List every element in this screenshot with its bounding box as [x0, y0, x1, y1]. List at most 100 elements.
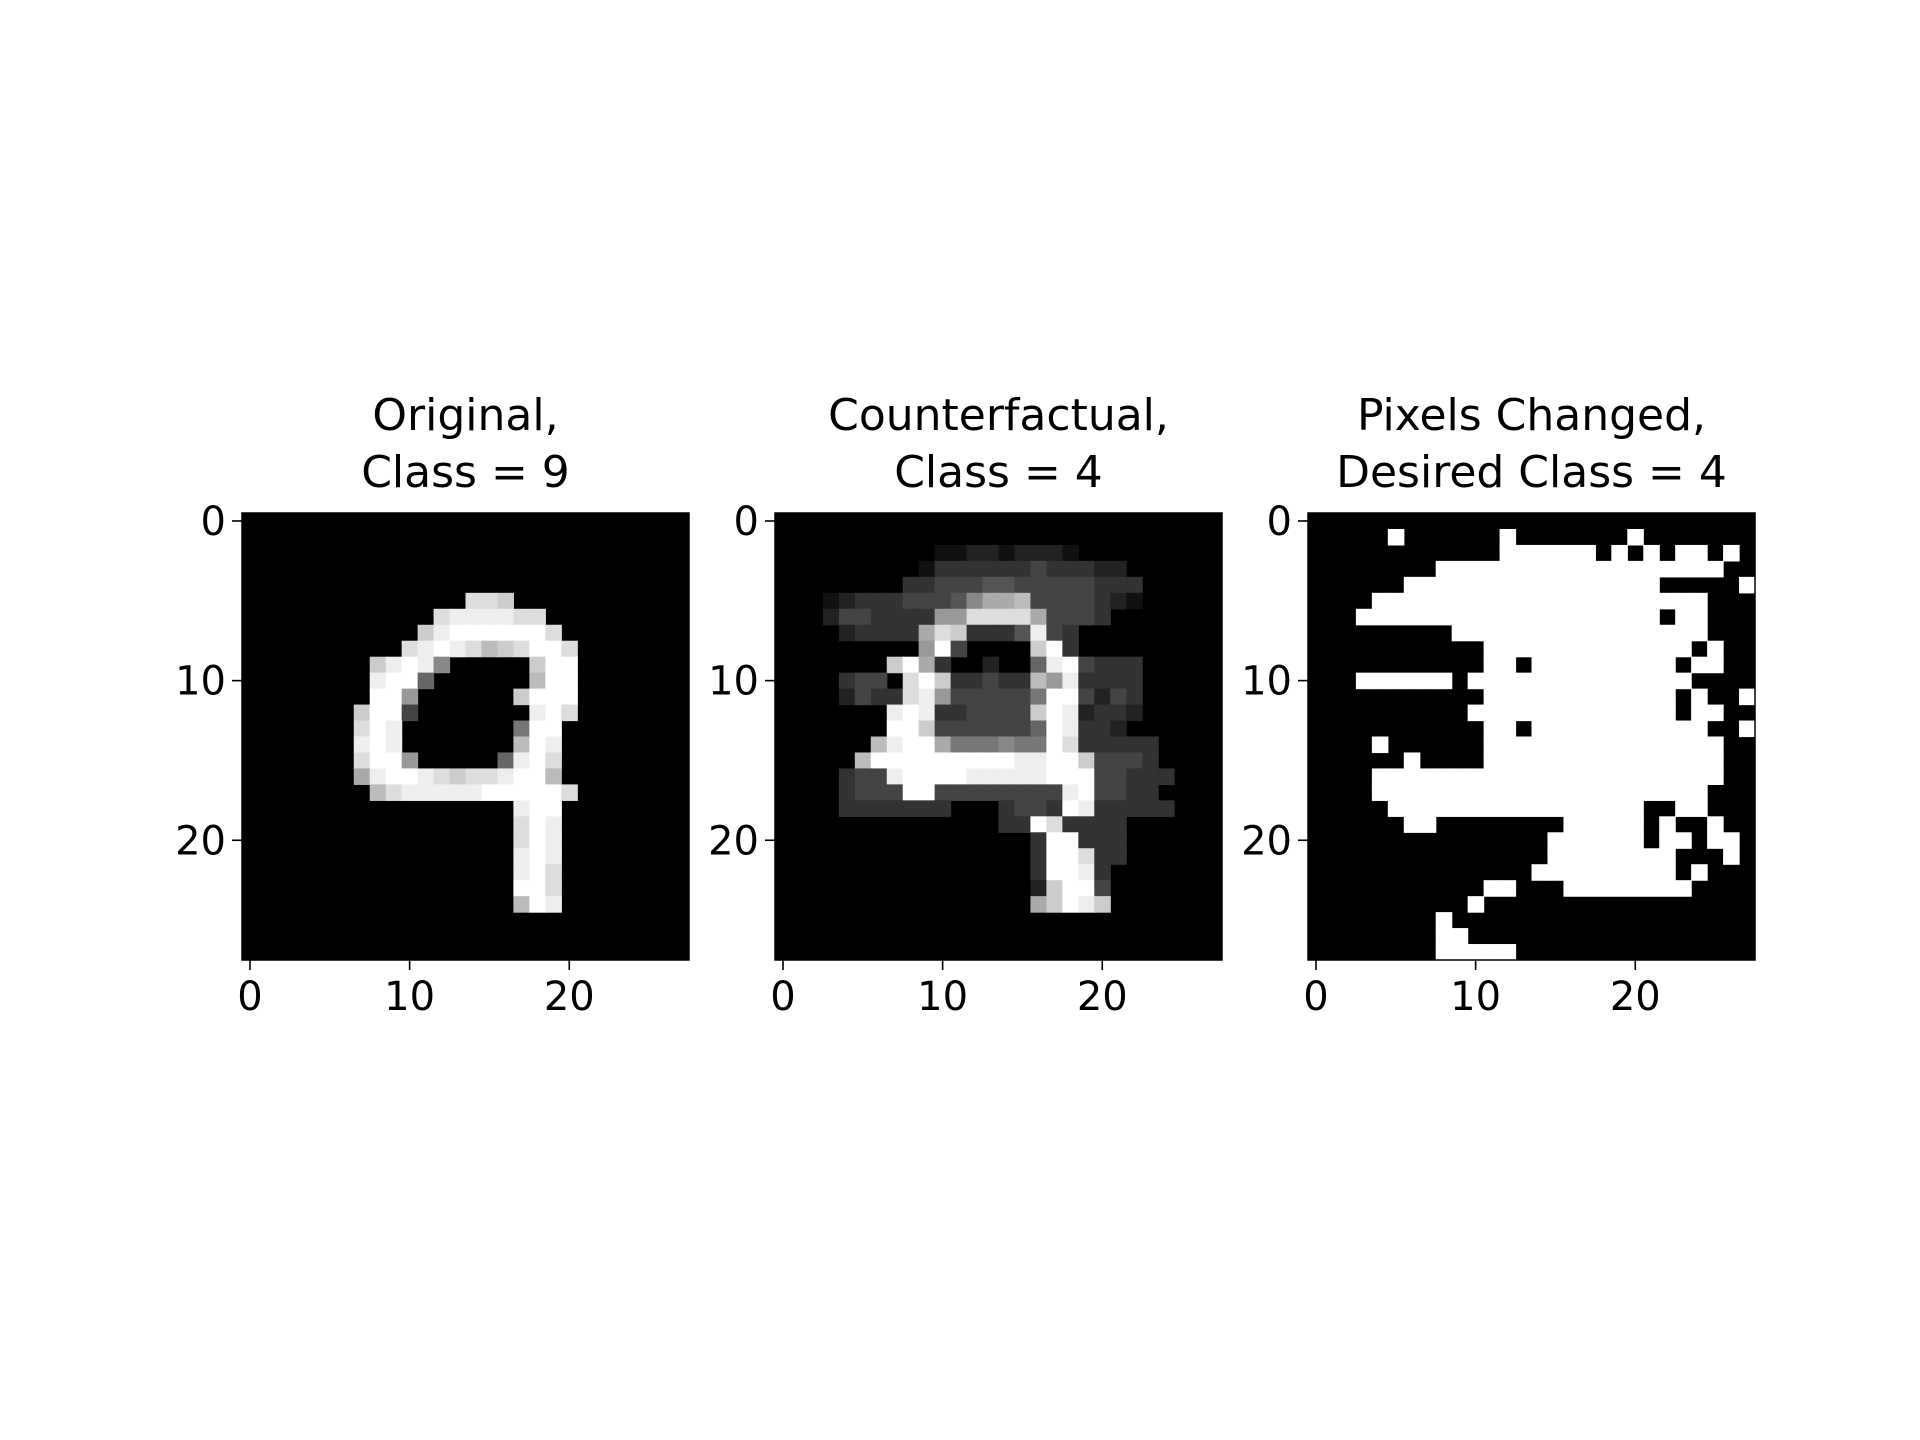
- pixel: [433, 608, 451, 626]
- pixel: [1062, 688, 1079, 706]
- pixel: [513, 816, 530, 833]
- pixel: [401, 752, 419, 770]
- pixel: [1611, 640, 1628, 658]
- pixel: [1126, 576, 1143, 594]
- pixel: [1062, 816, 1079, 833]
- pixel: [1515, 608, 1533, 626]
- pixel: [838, 688, 856, 706]
- pixel: [1046, 704, 1063, 722]
- pixel: [1659, 592, 1676, 610]
- pixel: [1675, 768, 1692, 785]
- pixel: [934, 800, 952, 817]
- x-tick-label: 10: [384, 974, 435, 1020]
- pixel: [1030, 784, 1047, 801]
- pixel: [982, 544, 1000, 562]
- pixel: [1046, 576, 1063, 594]
- pixel: [369, 720, 387, 738]
- pixel: [1531, 640, 1549, 658]
- pixel: [1563, 832, 1580, 849]
- pixel: [918, 704, 936, 722]
- pixel: [401, 672, 419, 690]
- pixel: [1563, 688, 1580, 706]
- pixel: [561, 656, 578, 674]
- pixel: [1691, 656, 1708, 674]
- pixel: [1419, 672, 1437, 690]
- pixel: [1046, 608, 1063, 626]
- image-panel-1: Original, Class = 9 0 10 20 0 10 20: [175, 390, 690, 1020]
- pixel: [465, 624, 483, 642]
- pixel: [1547, 592, 1565, 610]
- pixel: [1627, 560, 1644, 578]
- panel-title-line: Class = 9: [361, 447, 570, 498]
- pixel: [1611, 672, 1628, 690]
- pixel: [433, 784, 451, 801]
- pixel: [1483, 672, 1501, 690]
- pixel: [449, 768, 467, 785]
- pixel: [1078, 688, 1095, 706]
- pixel: [1110, 592, 1127, 610]
- pixel: [950, 752, 968, 770]
- pixel: [1627, 768, 1644, 785]
- pixel: [545, 880, 562, 897]
- pixel: [417, 768, 435, 785]
- pixel: [966, 544, 984, 562]
- pixel: [886, 736, 904, 754]
- pixel: [1094, 768, 1111, 785]
- pixel: [1094, 704, 1111, 722]
- pixel: [1467, 608, 1485, 626]
- pixel: [966, 576, 984, 594]
- image-panel-2: Counterfactual, Class = 4 0 10 20 0 10 20: [708, 390, 1223, 1020]
- pixel: [1062, 704, 1079, 722]
- pixel: [1659, 880, 1676, 897]
- pixel: [1627, 848, 1644, 865]
- pixel: [1531, 800, 1549, 817]
- panel-title-line: Counterfactual,: [828, 390, 1169, 441]
- pixel: [1531, 656, 1549, 674]
- pixel: [481, 768, 499, 785]
- pixel: [1499, 592, 1517, 610]
- pixel: [1643, 768, 1660, 785]
- pixel: [1579, 848, 1596, 865]
- pixel: [1078, 768, 1095, 785]
- pixel: [1046, 832, 1063, 849]
- pixel: [513, 720, 530, 738]
- pixel: [1403, 576, 1421, 594]
- pixel: [513, 608, 530, 626]
- pixel: [369, 704, 387, 722]
- pixel: [1451, 608, 1469, 626]
- pixel: [1643, 704, 1660, 722]
- pixel: [870, 784, 888, 801]
- pixel: [1467, 896, 1485, 913]
- pixel: [1483, 736, 1501, 754]
- pixel: [1579, 656, 1596, 674]
- pixel: [1094, 864, 1111, 881]
- pixel: [902, 656, 920, 674]
- pixel: [1483, 576, 1501, 594]
- pixel: [1499, 560, 1517, 578]
- pixel: [998, 608, 1016, 626]
- pixel: [1611, 816, 1628, 833]
- pixel: [481, 608, 499, 626]
- pixel: [1126, 800, 1143, 817]
- pixel: [1659, 640, 1676, 658]
- pixel: [1142, 752, 1159, 770]
- pixel: [529, 640, 546, 658]
- pixel: [513, 896, 530, 913]
- pixel: [1723, 544, 1740, 562]
- pixel: [1611, 544, 1628, 562]
- pixel: [934, 672, 952, 690]
- pixel: [838, 672, 856, 690]
- pixel: [1062, 752, 1079, 770]
- pixel: [1643, 544, 1660, 562]
- pixel: [1483, 768, 1501, 785]
- pixel: [1371, 784, 1389, 801]
- pixel: [886, 768, 904, 785]
- pixel: [1499, 704, 1517, 722]
- pixel: [1467, 560, 1485, 578]
- pixel: [1483, 704, 1501, 722]
- pixel: [1126, 704, 1143, 722]
- pixel: [385, 672, 403, 690]
- pixel: [1707, 752, 1724, 770]
- pixel: [1547, 752, 1565, 770]
